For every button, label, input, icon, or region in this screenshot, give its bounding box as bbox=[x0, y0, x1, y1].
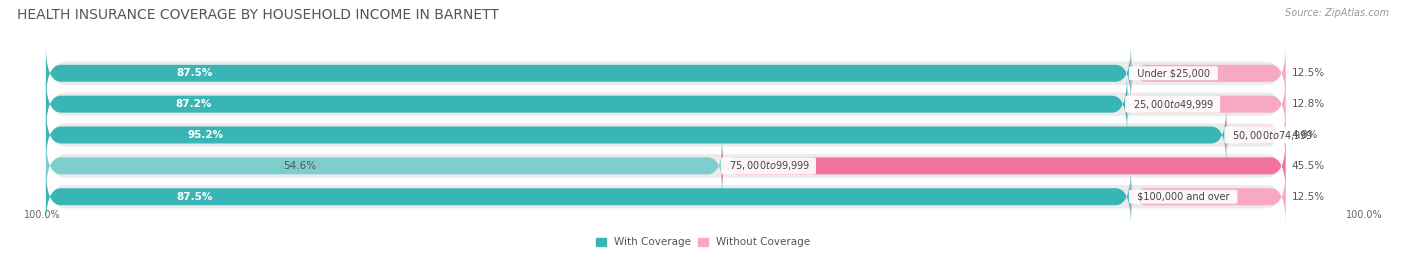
FancyBboxPatch shape bbox=[1130, 45, 1285, 102]
FancyBboxPatch shape bbox=[46, 76, 1128, 133]
FancyBboxPatch shape bbox=[46, 137, 723, 194]
Legend: With Coverage, Without Coverage: With Coverage, Without Coverage bbox=[596, 237, 810, 247]
Text: 12.5%: 12.5% bbox=[1292, 192, 1324, 202]
FancyBboxPatch shape bbox=[1226, 106, 1285, 164]
FancyBboxPatch shape bbox=[46, 40, 1285, 107]
Text: 100.0%: 100.0% bbox=[24, 210, 60, 220]
Text: 87.5%: 87.5% bbox=[176, 68, 212, 78]
Text: Under $25,000: Under $25,000 bbox=[1130, 68, 1216, 78]
FancyBboxPatch shape bbox=[1128, 76, 1285, 133]
Text: $25,000 to $49,999: $25,000 to $49,999 bbox=[1128, 98, 1218, 111]
Text: 4.8%: 4.8% bbox=[1292, 130, 1319, 140]
FancyBboxPatch shape bbox=[46, 45, 1130, 102]
Text: 45.5%: 45.5% bbox=[1292, 161, 1324, 171]
Text: 12.5%: 12.5% bbox=[1292, 68, 1324, 78]
FancyBboxPatch shape bbox=[1130, 168, 1285, 225]
FancyBboxPatch shape bbox=[46, 70, 1285, 138]
Text: Source: ZipAtlas.com: Source: ZipAtlas.com bbox=[1285, 8, 1389, 18]
FancyBboxPatch shape bbox=[46, 101, 1285, 169]
FancyBboxPatch shape bbox=[721, 137, 1285, 194]
Text: 54.6%: 54.6% bbox=[283, 161, 316, 171]
Text: 87.5%: 87.5% bbox=[176, 192, 212, 202]
Text: 12.8%: 12.8% bbox=[1292, 99, 1324, 109]
FancyBboxPatch shape bbox=[46, 163, 1285, 230]
Text: 95.2%: 95.2% bbox=[187, 130, 224, 140]
Text: 87.2%: 87.2% bbox=[176, 99, 212, 109]
Text: HEALTH INSURANCE COVERAGE BY HOUSEHOLD INCOME IN BARNETT: HEALTH INSURANCE COVERAGE BY HOUSEHOLD I… bbox=[17, 8, 499, 22]
FancyBboxPatch shape bbox=[46, 168, 1130, 225]
FancyBboxPatch shape bbox=[46, 106, 1226, 164]
Text: $50,000 to $74,999: $50,000 to $74,999 bbox=[1226, 129, 1317, 141]
Text: $100,000 and over: $100,000 and over bbox=[1130, 192, 1236, 202]
Text: $75,000 to $99,999: $75,000 to $99,999 bbox=[723, 159, 814, 172]
FancyBboxPatch shape bbox=[46, 132, 1285, 200]
Text: 100.0%: 100.0% bbox=[1346, 210, 1382, 220]
